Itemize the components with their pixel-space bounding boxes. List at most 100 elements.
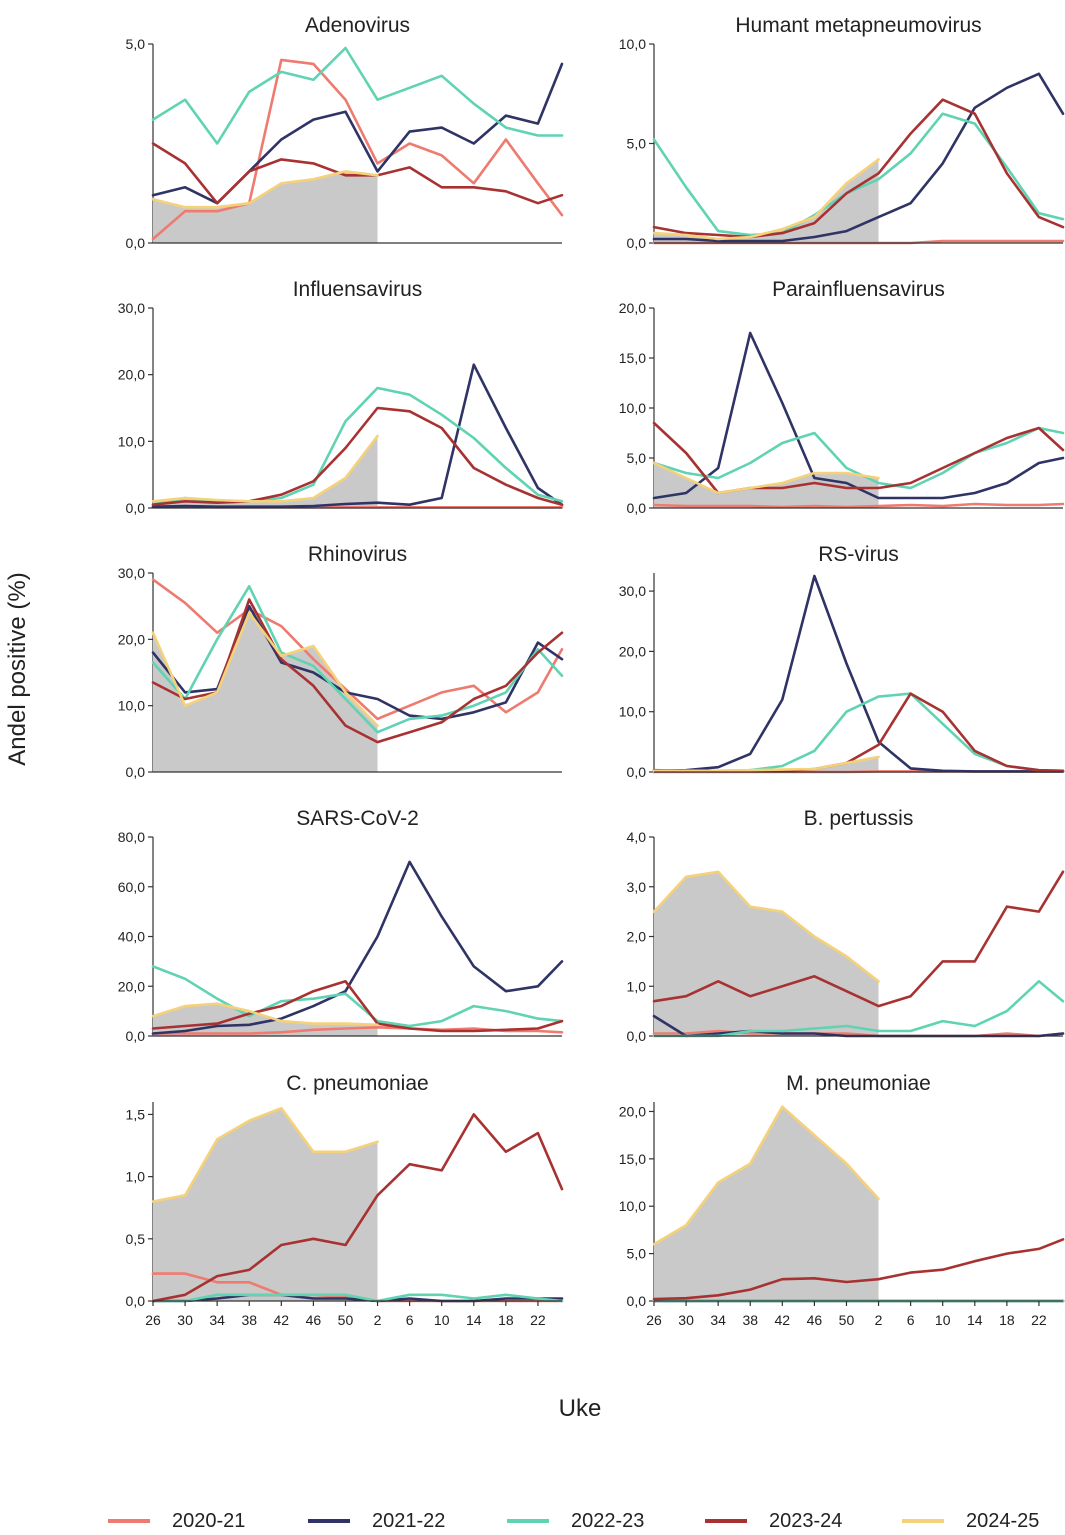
y-tick-label: 20,0: [118, 367, 145, 383]
legend-label: 2021-22: [372, 1509, 446, 1532]
legend-item-2023-24: 2023-24: [705, 1509, 842, 1533]
y-tick-label: 0,0: [126, 1293, 146, 1309]
x-tick-label: 6: [907, 1312, 915, 1328]
chart-title: SARS-CoV-2: [296, 807, 419, 830]
legend-label: 2024-25: [966, 1509, 1040, 1532]
chart-panel: Adenovirus 0,0 5,0: [126, 14, 564, 251]
y-tick-label: 15,0: [619, 350, 646, 366]
y-tick-label: 5,0: [627, 1246, 647, 1262]
y-tick-label: 5,0: [126, 36, 146, 52]
legend-item-2021-22: 2021-22: [308, 1509, 445, 1533]
y-tick-label: 0,0: [627, 500, 647, 516]
x-axis-label: Uke: [558, 1395, 602, 1422]
x-tick-label: 14: [967, 1312, 983, 1328]
series-line-2024-25: [652, 870, 880, 983]
x-tick-label: 30: [177, 1312, 193, 1328]
x-tick-label: 42: [775, 1312, 791, 1328]
series-line-2024-25: [151, 1106, 379, 1203]
chart-title: C. pneumoniae: [286, 1072, 428, 1095]
y-tick-label: 3,0: [627, 879, 647, 895]
x-tick-label: 42: [274, 1312, 290, 1328]
x-tick-label: 46: [807, 1312, 823, 1328]
legend-swatch: [507, 1519, 549, 1523]
legend-item-2020-21: 2020-21: [108, 1509, 245, 1533]
x-tick-label: 22: [530, 1312, 546, 1328]
series-line-2024-25: [151, 170, 379, 209]
x-tick-label: 50: [839, 1312, 855, 1328]
y-tick-label: 0,0: [126, 1028, 146, 1044]
series-line-2022-23: [652, 112, 1065, 237]
chart-panel: RS-virus 0,0 10,0 20,0 30,0: [619, 543, 1065, 780]
y-tick-label: 0,0: [627, 1293, 647, 1309]
x-tick-label: 6: [406, 1312, 414, 1328]
series-line-2024-25: [151, 1002, 379, 1027]
series-line-2022-23: [652, 692, 1065, 773]
y-tick-label: 10,0: [619, 36, 646, 52]
y-tick-label: 10,0: [118, 698, 145, 714]
series-line-2022-23: [151, 965, 564, 1028]
y-tick-label: 5,0: [627, 450, 647, 466]
series-area-2024-25: [654, 1106, 879, 1301]
y-tick-label: 20,0: [619, 643, 646, 659]
chart-panel: Influensavirus 0,0 10,0 20,0 30,0: [118, 278, 564, 516]
x-tick-label: 18: [999, 1312, 1015, 1328]
y-tick-label: 0,0: [627, 1028, 647, 1044]
y-tick-label: 0,0: [126, 764, 146, 780]
x-tick-label: 26: [145, 1312, 161, 1328]
x-tick-label: 26: [646, 1312, 662, 1328]
legend-item-2024-25: 2024-25: [902, 1509, 1039, 1533]
y-tick-label: 20,0: [118, 978, 145, 994]
series-line-2024-25: [652, 755, 880, 773]
series-line-2021-22: [652, 72, 1065, 243]
y-tick-label: 20,0: [619, 1103, 646, 1119]
series-line-2023-24: [151, 980, 564, 1033]
series-area-2024-25: [153, 1108, 378, 1301]
x-tick-label: 38: [742, 1312, 758, 1328]
series-line-2021-22: [151, 860, 564, 1035]
y-tick-label: 15,0: [619, 1151, 646, 1167]
legend-swatch: [308, 1519, 350, 1523]
series-line-2024-25: [652, 461, 880, 495]
legend-label: 2020-21: [172, 1509, 246, 1532]
legend: 2020-21 2021-22 2022-23 2023-24 2024-25: [0, 1505, 1065, 1535]
series-line-2024-25: [652, 158, 880, 241]
y-tick-label: 10,0: [619, 400, 646, 416]
series-line-2021-22: [151, 363, 564, 508]
x-tick-label: 34: [710, 1312, 726, 1328]
series-area-2024-25: [153, 612, 378, 772]
y-tick-label: 0,0: [627, 235, 647, 251]
series-line-2023-24: [151, 1113, 564, 1303]
series-line-2023-24: [151, 406, 564, 506]
y-axis-label: Andel positive (%): [4, 572, 31, 766]
x-tick-label: 34: [209, 1312, 225, 1328]
series-line-2021-22: [151, 1293, 564, 1303]
chart-title: B. pertussis: [804, 807, 914, 830]
x-tick-label: 14: [466, 1312, 482, 1328]
chart-panel: Rhinovirus 0,0 10,0 20,0 30,0: [118, 543, 564, 780]
series-line-2024-25: [652, 1105, 880, 1246]
x-tick-label: 2: [875, 1312, 883, 1328]
legend-swatch: [705, 1519, 747, 1523]
chart-title: Parainfluensavirus: [772, 278, 945, 301]
x-tick-label: 10: [434, 1312, 450, 1328]
series-line-2023-24: [652, 1238, 1065, 1301]
chart-title: Influensavirus: [293, 278, 423, 301]
chart-title: RS-virus: [818, 543, 899, 566]
x-tick-label: 38: [241, 1312, 257, 1328]
series-line-2022-23: [151, 1293, 564, 1303]
x-tick-label: 10: [935, 1312, 951, 1328]
y-tick-label: 1,5: [126, 1106, 146, 1122]
y-tick-label: 0,0: [627, 764, 647, 780]
chart-title: Humant metapneumovirus: [735, 14, 981, 37]
series-line-2022-23: [151, 585, 564, 734]
y-tick-label: 4,0: [627, 829, 647, 845]
x-tick-label: 50: [338, 1312, 354, 1328]
chart-title: Adenovirus: [305, 14, 410, 37]
series-line-2020-21: [652, 502, 1065, 509]
x-tick-label: 2: [374, 1312, 382, 1328]
y-tick-label: 0,0: [126, 235, 146, 251]
x-tick-label: 22: [1031, 1312, 1047, 1328]
chart-panel: Parainfluensavirus 0,0 5,0 10,0 15,0 20,0: [619, 278, 1065, 516]
